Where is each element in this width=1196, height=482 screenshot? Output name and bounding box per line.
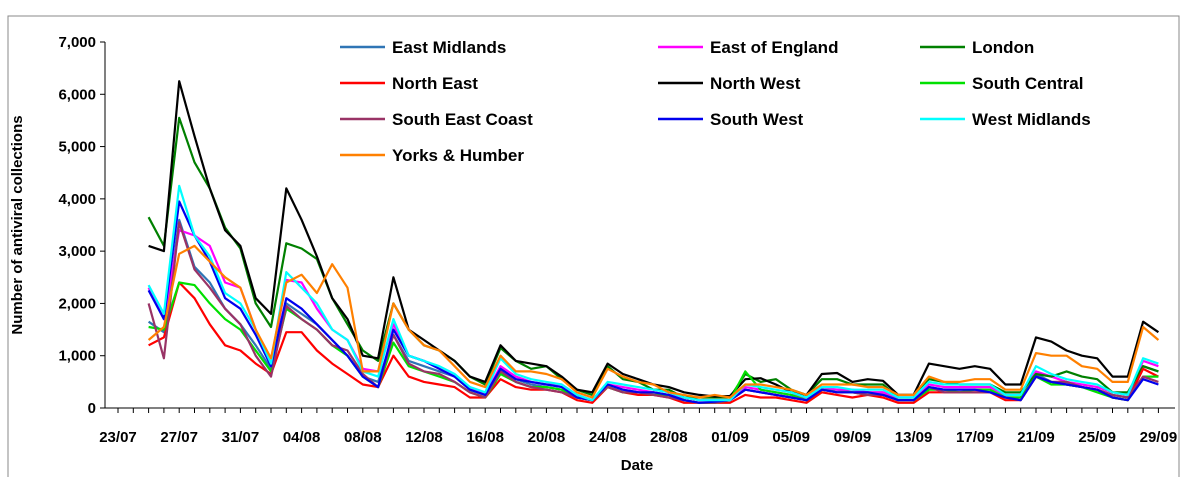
- x-tick-label: 08/08: [344, 429, 382, 446]
- legend-label: North West: [710, 74, 801, 93]
- y-tick-label: 1,000: [58, 348, 96, 365]
- y-tick-label: 6,000: [58, 86, 96, 103]
- x-tick-label: 31/07: [222, 429, 260, 446]
- x-tick-label: 28/08: [650, 429, 688, 446]
- x-tick-label: 01/09: [711, 429, 749, 446]
- y-tick-label: 4,000: [58, 191, 96, 208]
- x-tick-label: 29/09: [1140, 429, 1178, 446]
- x-tick-label: 16/08: [466, 429, 504, 446]
- series-line: [147, 200, 1159, 404]
- legend-label: North East: [392, 74, 478, 93]
- x-tick-label: 24/08: [589, 429, 627, 446]
- x-tick-label: 04/08: [283, 429, 321, 446]
- y-tick-label: 5,000: [58, 139, 96, 156]
- legend-label: Yorks & Humber: [392, 146, 524, 165]
- x-axis-title: Date: [621, 457, 654, 474]
- legend-label: South West: [710, 110, 804, 129]
- legend-label: East of England: [710, 38, 838, 57]
- legend-label: South Central: [972, 74, 1083, 93]
- y-tick-label: 2,000: [58, 295, 96, 312]
- x-tick-label: 25/09: [1078, 429, 1116, 446]
- x-tick-label: 27/07: [160, 429, 198, 446]
- x-tick-label: 13/09: [895, 429, 933, 446]
- x-tick-label: 21/09: [1017, 429, 1055, 446]
- legend-label: West Midlands: [972, 110, 1091, 129]
- series-line: [147, 184, 1159, 402]
- x-tick-label: 20/08: [528, 429, 566, 446]
- legend-label: London: [972, 38, 1034, 57]
- x-tick-label: 17/09: [956, 429, 994, 446]
- legend-label: East Midlands: [392, 38, 506, 57]
- series-line: [147, 244, 1160, 399]
- x-tick-label: 23/07: [99, 429, 137, 446]
- x-tick-label: 12/08: [405, 429, 443, 446]
- x-tick-label: 09/09: [834, 429, 872, 446]
- y-tick-label: 7,000: [58, 34, 96, 51]
- y-tick-label: 0: [88, 400, 96, 417]
- x-tick-label: 05/09: [772, 429, 810, 446]
- legend-label: South East Coast: [392, 110, 533, 129]
- y-tick-label: 3,000: [58, 243, 96, 260]
- y-axis-title: Number of antiviral collections: [9, 115, 26, 334]
